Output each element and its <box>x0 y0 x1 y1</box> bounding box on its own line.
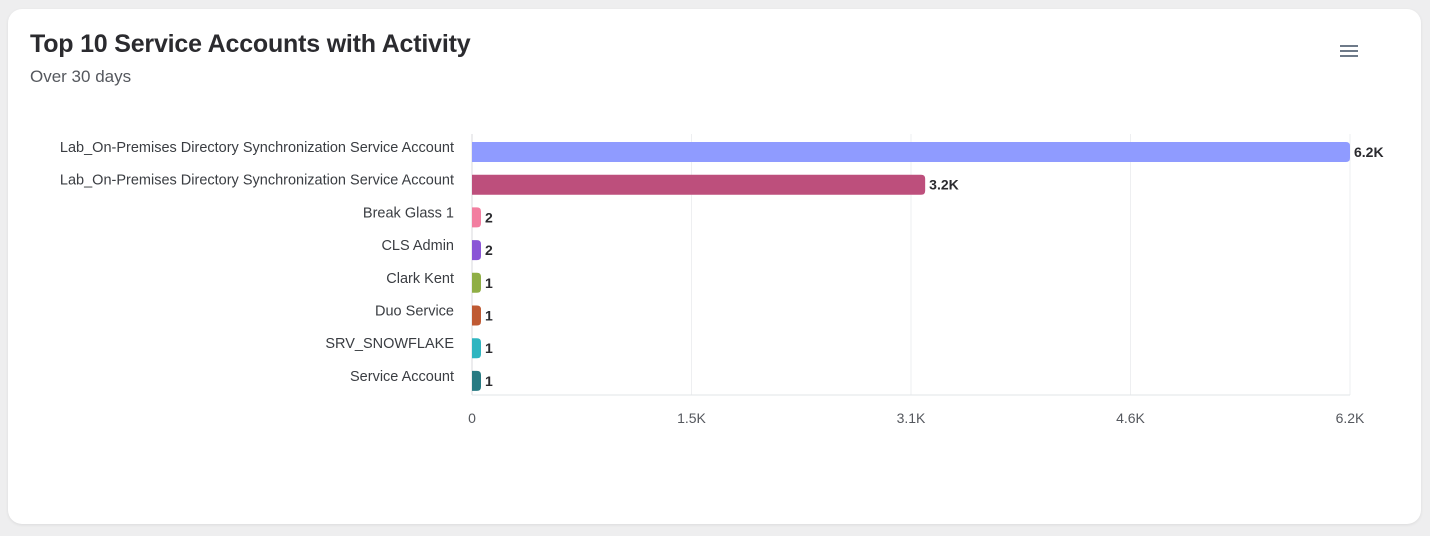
hamburger-menu-icon[interactable] <box>1336 40 1362 62</box>
y-category-label: CLS Admin <box>381 238 454 254</box>
bar <box>472 272 481 293</box>
x-tick-label: 3.1K <box>897 410 926 426</box>
bar <box>472 240 481 261</box>
x-tick-label: 4.6K <box>1116 410 1145 426</box>
y-category-label: Duo Service <box>375 304 454 320</box>
data-label: 2 <box>485 242 493 258</box>
data-label: 1 <box>485 308 493 324</box>
chart-subtitle: Over 30 days <box>30 67 132 86</box>
y-category-label: SRV_SNOWFLAKE <box>325 336 454 352</box>
data-label: 1 <box>485 275 493 291</box>
data-label: 3.2K <box>929 177 959 193</box>
x-tick-label: 1.5K <box>677 410 706 426</box>
y-category-label: Clark Kent <box>386 271 454 287</box>
chart-title: Top 10 Service Accounts with Activity <box>30 30 471 58</box>
y-category-label: Lab_On-Premises Directory Synchronizatio… <box>60 173 454 189</box>
chart-card <box>8 9 1421 524</box>
bar <box>472 142 1350 162</box>
bar <box>472 338 481 359</box>
bar <box>472 174 926 195</box>
y-category-label: Service Account <box>350 369 454 385</box>
data-label: 1 <box>485 373 493 389</box>
data-label: 1 <box>485 340 493 356</box>
bar <box>472 207 481 228</box>
y-category-label: Break Glass 1 <box>363 205 454 221</box>
data-label: 6.2K <box>1354 144 1384 160</box>
x-tick-label: 6.2K <box>1336 410 1365 426</box>
bar <box>472 370 481 391</box>
bar <box>472 305 481 326</box>
x-tick-label: 0 <box>468 410 476 426</box>
y-category-label: Lab_On-Premises Directory Synchronizatio… <box>60 140 454 156</box>
data-label: 2 <box>485 209 493 225</box>
